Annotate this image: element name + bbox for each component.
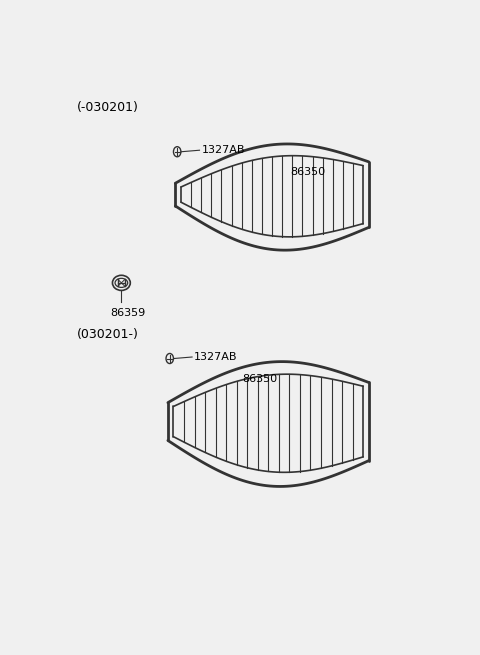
Text: 86359: 86359: [110, 308, 145, 318]
Text: 86350: 86350: [242, 374, 277, 384]
Text: 86350: 86350: [290, 167, 326, 177]
Text: (030201-): (030201-): [77, 328, 139, 341]
Text: (-030201): (-030201): [77, 102, 139, 114]
Text: 1327AB: 1327AB: [194, 352, 238, 362]
Text: 1327AB: 1327AB: [202, 145, 245, 155]
